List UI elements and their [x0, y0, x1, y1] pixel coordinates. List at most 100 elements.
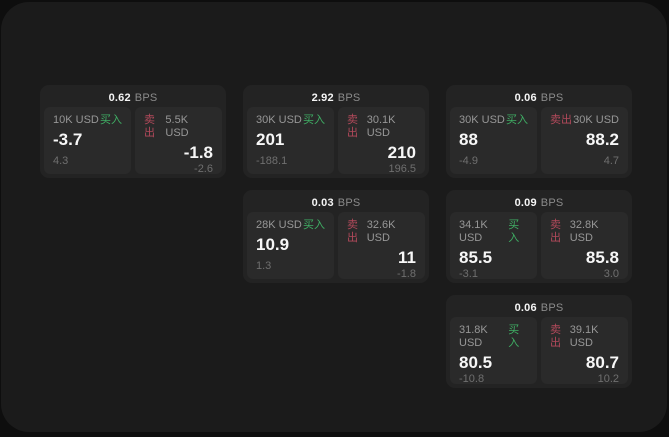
buy-side-label: 买入 — [303, 219, 325, 231]
card-body: 28K USD 买入 10.9 1.3 卖出 32.6K USD 11 -1.8 — [247, 212, 425, 280]
sell-quote-panel[interactable]: 卖出 30K USD 88.2 4.7 — [541, 107, 628, 174]
sell-delta: -2.6 — [194, 163, 213, 175]
sell-price: 80.7 — [585, 353, 619, 372]
buy-side-label: 买入 — [508, 219, 520, 244]
sell-amount: 32.8K USD — [569, 219, 599, 244]
buy-amount: 30K USD — [459, 114, 505, 126]
sell-amount: 5.5K USD — [165, 114, 189, 139]
buy-panel-top: 30K USD 买入 — [256, 114, 325, 127]
buy-amount: 34.1K USD — [459, 219, 488, 244]
buy-side-label: 买入 — [508, 324, 520, 349]
sell-delta: 4.7 — [603, 155, 619, 167]
bps-value: 0.62 — [108, 92, 131, 104]
buy-price: 85.5 — [459, 248, 493, 267]
card-header: 0.06 BPS — [450, 89, 628, 107]
quote-card-3: 0.06 BPS 30K USD 买入 88 -4.9 卖出 30K USD — [446, 85, 632, 178]
card-body: 30K USD 买入 201 -188.1 卖出 30.1K USD 210 1… — [247, 107, 425, 175]
buy-side-label: 买入 — [100, 114, 122, 126]
quote-grid: 0.62 BPS 10K USD 买入 -3.7 4.3 卖出 5.5K USD — [40, 85, 632, 388]
sell-amount: 30.1K USD — [366, 114, 396, 139]
buy-side-label: 买入 — [506, 114, 528, 126]
app-surface: 0.62 BPS 10K USD 买入 -3.7 4.3 卖出 5.5K USD — [1, 2, 667, 432]
card-body: 30K USD 买入 88 -4.9 卖出 30K USD 88.2 4.7 — [450, 107, 628, 174]
card-header: 0.03 BPS — [247, 194, 425, 212]
sell-quote-panel[interactable]: 卖出 30.1K USD 210 196.5 — [338, 107, 425, 175]
sell-panel-top: 卖出 30.1K USD — [347, 114, 416, 140]
sell-quote-panel[interactable]: 卖出 5.5K USD -1.8 -2.6 — [135, 107, 222, 175]
sell-panel-top: 卖出 32.6K USD — [347, 219, 416, 245]
buy-side-label: 买入 — [303, 114, 325, 126]
card-header: 0.06 BPS — [450, 299, 628, 317]
card-body: 34.1K USD 买入 85.5 -3.1 卖出 32.8K USD 85.8… — [450, 212, 628, 280]
card-header: 0.62 BPS — [44, 89, 222, 107]
bps-value: 0.09 — [514, 197, 537, 209]
buy-price: 80.5 — [459, 353, 493, 372]
quote-card-6: 0.06 BPS 31.8K USD 买入 80.5 -10.8 卖出 39.1… — [446, 295, 632, 388]
bps-value: 0.03 — [311, 197, 334, 209]
sell-side-label: 卖出 — [550, 219, 561, 244]
bps-suffix-label: BPS — [337, 92, 361, 104]
buy-panel-top: 30K USD 买入 — [459, 114, 528, 127]
sell-price: 11 — [398, 248, 416, 267]
sell-panel-top: 卖出 32.8K USD — [550, 219, 619, 245]
buy-quote-panel[interactable]: 30K USD 买入 201 -188.1 — [247, 107, 334, 174]
sell-quote-panel[interactable]: 卖出 32.6K USD 11 -1.8 — [338, 212, 425, 280]
buy-delta: -188.1 — [256, 155, 288, 167]
quote-card-1: 0.62 BPS 10K USD 买入 -3.7 4.3 卖出 5.5K USD — [40, 85, 226, 178]
card-body: 10K USD 买入 -3.7 4.3 卖出 5.5K USD -1.8 -2.… — [44, 107, 222, 175]
buy-delta: 1.3 — [256, 260, 272, 272]
sell-panel-top: 卖出 30K USD — [550, 114, 619, 127]
quote-card-2: 2.92 BPS 30K USD 买入 201 -188.1 卖出 30.1K … — [243, 85, 429, 178]
buy-delta: -3.1 — [459, 268, 478, 280]
buy-delta: -4.9 — [459, 155, 478, 167]
buy-delta: -10.8 — [459, 373, 485, 385]
buy-price: 10.9 — [256, 235, 290, 254]
buy-quote-panel[interactable]: 10K USD 买入 -3.7 4.3 — [44, 107, 131, 174]
sell-amount: 30K USD — [573, 114, 619, 126]
sell-side-label: 卖出 — [550, 114, 572, 126]
sell-price: 88.2 — [585, 130, 619, 149]
buy-quote-panel[interactable]: 28K USD 买入 10.9 1.3 — [247, 212, 334, 279]
buy-amount: 10K USD — [53, 114, 99, 126]
quote-card-5: 0.09 BPS 34.1K USD 买入 85.5 -3.1 卖出 32.8K… — [446, 190, 632, 283]
sell-price: 210 — [387, 143, 416, 162]
bps-suffix-label: BPS — [540, 197, 564, 209]
buy-quote-panel[interactable]: 34.1K USD 买入 85.5 -3.1 — [450, 212, 537, 280]
buy-quote-panel[interactable]: 30K USD 买入 88 -4.9 — [450, 107, 537, 174]
sell-amount: 39.1K USD — [569, 324, 599, 349]
sell-delta: 196.5 — [388, 163, 416, 175]
sell-side-label: 卖出 — [347, 219, 358, 244]
sell-amount: 32.6K USD — [366, 219, 396, 244]
sell-side-label: 卖出 — [550, 324, 561, 349]
sell-quote-panel[interactable]: 卖出 39.1K USD 80.7 10.2 — [541, 317, 628, 385]
sell-panel-top: 卖出 39.1K USD — [550, 324, 619, 350]
bps-value: 0.06 — [514, 302, 537, 314]
bps-suffix-label: BPS — [337, 197, 361, 209]
buy-price: 201 — [256, 130, 285, 149]
bps-value: 2.92 — [311, 92, 334, 104]
card-header: 2.92 BPS — [247, 89, 425, 107]
sell-delta: 10.2 — [597, 373, 619, 385]
buy-amount: 31.8K USD — [459, 324, 488, 349]
buy-amount: 28K USD — [256, 219, 302, 231]
sell-side-label: 卖出 — [347, 114, 358, 139]
sell-delta: -1.8 — [397, 268, 416, 280]
buy-quote-panel[interactable]: 31.8K USD 买入 80.5 -10.8 — [450, 317, 537, 385]
sell-price: 85.8 — [585, 248, 619, 267]
buy-panel-top: 28K USD 买入 — [256, 219, 325, 232]
buy-delta: 4.3 — [53, 155, 69, 167]
buy-panel-top: 34.1K USD 买入 — [459, 219, 528, 245]
buy-price: -3.7 — [53, 130, 83, 149]
sell-price: -1.8 — [183, 143, 213, 162]
bps-suffix-label: BPS — [540, 302, 564, 314]
bps-value: 0.06 — [514, 92, 537, 104]
buy-panel-top: 10K USD 买入 — [53, 114, 122, 127]
sell-quote-panel[interactable]: 卖出 32.8K USD 85.8 3.0 — [541, 212, 628, 280]
card-body: 31.8K USD 买入 80.5 -10.8 卖出 39.1K USD 80.… — [450, 317, 628, 385]
sell-panel-top: 卖出 5.5K USD — [144, 114, 213, 140]
card-header: 0.09 BPS — [450, 194, 628, 212]
bps-suffix-label: BPS — [134, 92, 158, 104]
sell-side-label: 卖出 — [144, 114, 155, 139]
buy-amount: 30K USD — [256, 114, 302, 126]
sell-delta: 3.0 — [603, 268, 619, 280]
